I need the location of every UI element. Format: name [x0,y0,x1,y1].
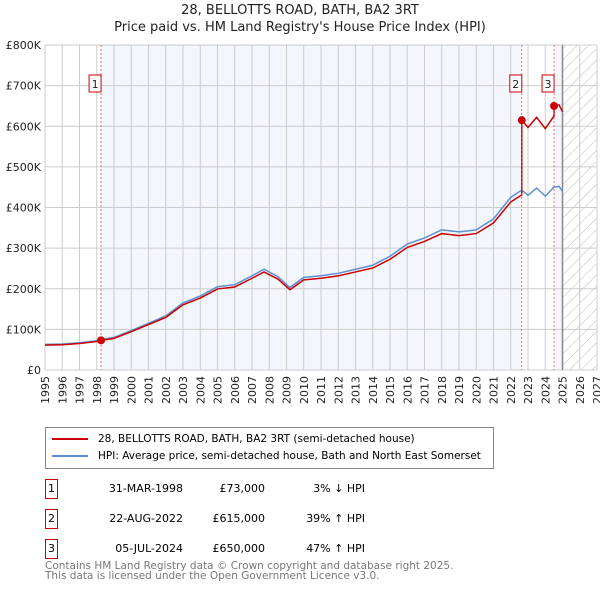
legend-hpi: HPI: Average price, semi-detached house,… [98,450,481,462]
x-tick-label: 2011 [315,376,328,404]
sale-price: £650,000 [212,542,266,555]
x-tick-label: 2002 [160,376,173,404]
sale-label-number: 1 [92,78,99,91]
sale-point [517,116,526,125]
legend-price: 28, BELLOTTS ROAD, BATH, BA2 3RT (semi-d… [98,433,415,445]
x-tick-label: 2008 [263,376,276,404]
y-tick-label: £600K [6,120,42,133]
x-tick-label: 2014 [367,376,380,404]
chart-subtitle: Price paid vs. HM Land Registry's House … [114,20,486,35]
y-tick-label: £300K [6,242,42,255]
y-tick-label: £500K [6,161,42,174]
x-tick-label: 2020 [470,376,483,404]
x-tick-label: 2022 [505,376,518,404]
sale-number: 2 [45,509,58,529]
footer-line: This data is licensed under the Open Gov… [45,570,380,582]
legend: 28, BELLOTTS ROAD, BATH, BA2 3RT (semi-d… [45,427,494,469]
x-tick-label: 2017 [419,376,432,404]
x-tick-label: 2023 [522,376,535,404]
sale-label-number: 3 [545,78,552,91]
footer: Contains HM Land Registry data © Crown c… [45,560,454,582]
x-tick-label: 2019 [453,376,466,404]
x-tick-label: 2009 [281,376,294,404]
x-tick-label: 2015 [384,376,397,404]
y-tick-label: £400K [6,202,42,215]
x-tick-label: 2005 [212,376,225,404]
y-tick-label: £800K [6,39,42,52]
sale-label-box [541,74,555,93]
price-line [44,103,564,346]
sale-number: 3 [45,539,58,559]
footer-line: Contains HM Land Registry data © Crown c… [45,560,454,572]
sale-row: 3 05-JUL-2024 £650,000 47% ↑ HPI [45,539,600,561]
sale-date: 22-AUG-2022 [109,512,183,525]
y-tick-label: £200K [6,283,42,296]
sale-row: 1 31-MAR-1998 £73,000 3% ↓ HPI [45,479,600,501]
sale-number: 1 [45,479,58,499]
legend-red-line [52,438,88,440]
sale-hpi-diff: 39% ↑ HPI [306,512,365,525]
x-tick-label: 1996 [56,376,69,404]
x-tick-label: 2026 [574,376,587,404]
sale-label-box [88,74,102,93]
sale-hpi-diff: 3% ↓ HPI [313,482,365,495]
sale-point [97,336,106,345]
x-tick-label: 2012 [332,376,345,404]
y-tick-label: £100K [6,323,42,336]
sale-date: 05-JUL-2024 [115,542,183,555]
x-tick-label: 2006 [229,376,242,404]
x-tick-label: 2027 [591,376,600,404]
x-tick-label: 1995 [39,376,52,404]
x-tick-label: 2021 [488,376,501,404]
x-tick-label: 2024 [539,376,552,404]
x-tick-label: 2010 [298,376,311,404]
sale-date: 31-MAR-1998 [108,482,183,495]
x-tick-label: 2016 [401,376,414,404]
chart-title: 28, BELLOTTS ROAD, BATH, BA2 3RT [181,3,419,18]
x-tick-label: 2003 [177,376,190,404]
legend-blue-line [52,455,88,457]
x-tick-label: 2004 [194,376,207,404]
x-tick-label: 2001 [143,376,156,404]
x-tick-label: 2013 [350,376,363,404]
plot-area: 1995 1996 1997 1998 1999 2000 2001 2002 2003 2004… [6,39,600,404]
sale-row: 2 22-AUG-2022 £615,000 39% ↑ HPI [45,509,600,531]
x-tick-label: 1997 [74,376,87,404]
x-tick-label: 1998 [91,376,104,404]
x-tick-label: 2018 [436,376,449,404]
y-tick-label: £0 [27,364,41,377]
sale-label-box [509,74,523,93]
sale-price: £615,000 [212,512,266,525]
y-tick-label: £700K [6,80,42,93]
sale-hpi-diff: 47% ↑ HPI [306,542,365,555]
sale-point [550,101,559,110]
x-tick-label: 2000 [125,376,138,404]
sale-price: £73,000 [219,482,266,495]
x-tick-label: 2025 [557,376,570,404]
x-tick-label: 1999 [108,376,121,404]
x-tick-label: 2007 [246,376,259,404]
sale-label-number: 2 [512,78,519,91]
